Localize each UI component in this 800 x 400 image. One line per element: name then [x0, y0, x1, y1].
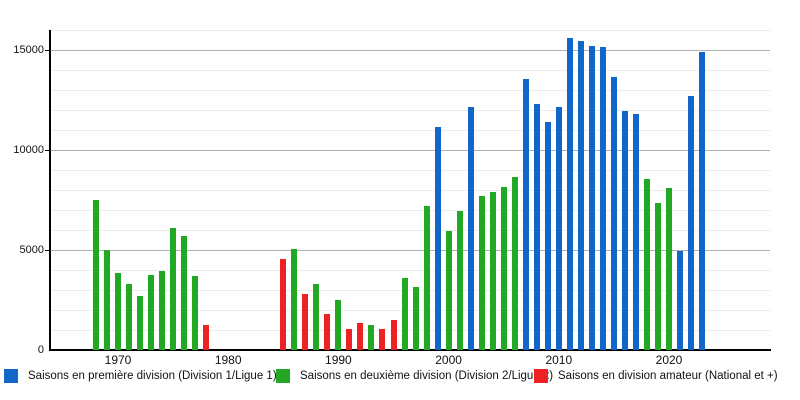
- x-tick-label: 1990: [325, 353, 352, 367]
- gridline: [50, 229, 770, 231]
- bar-2013: [589, 46, 595, 350]
- legend-label-amateur: Saisons en division amateur (National et…: [558, 370, 778, 382]
- gridline: [50, 69, 770, 71]
- bar-1987: [302, 294, 308, 350]
- gridline: [50, 269, 770, 271]
- bar-2007: [523, 79, 529, 350]
- bar-2003: [479, 196, 485, 350]
- bar-2021: [677, 251, 683, 350]
- bar-2010: [556, 107, 562, 350]
- x-tick-label: 2020: [655, 353, 683, 367]
- bar-1995: [391, 320, 397, 350]
- bar-1978: [203, 325, 209, 350]
- gridline: [50, 189, 770, 191]
- bar-1994: [379, 329, 385, 350]
- bar-2015: [611, 77, 617, 350]
- gridline: [50, 309, 770, 311]
- y-tick-label: 15000: [13, 43, 44, 56]
- bar-2017: [633, 114, 639, 350]
- bar-1974: [159, 271, 165, 350]
- bar-1992: [357, 323, 363, 350]
- bar-1972: [137, 296, 143, 350]
- bar-1996: [402, 278, 408, 350]
- x-tick-label: 1970: [104, 353, 132, 367]
- bar-2020: [666, 188, 672, 350]
- bar-1968: [93, 200, 99, 350]
- y-tick-mark: [45, 149, 50, 151]
- gridline: [50, 209, 770, 211]
- bar-1997: [413, 287, 419, 350]
- bar-2023: [699, 52, 705, 350]
- gridline: [50, 89, 770, 91]
- bar-1991: [346, 329, 352, 350]
- gridline: [50, 109, 770, 111]
- bar-1976: [181, 236, 187, 350]
- x-tick-label: 2010: [545, 353, 573, 367]
- bar-1989: [324, 314, 330, 350]
- y-tick-label: 5000: [19, 243, 44, 256]
- bar-1971: [126, 284, 132, 350]
- gridline: [50, 49, 770, 51]
- x-axis-line: [49, 349, 771, 351]
- gridline: [50, 329, 770, 331]
- bar-1986: [291, 249, 297, 350]
- bar-2009: [545, 122, 551, 350]
- legend-swatch-division1-icon: [4, 369, 18, 383]
- gridline: [50, 129, 770, 131]
- y-tick-mark: [45, 249, 50, 251]
- bar-1985: [280, 259, 286, 350]
- y-tick-label: 10000: [13, 143, 44, 156]
- bar-2011: [567, 38, 573, 350]
- y-tick-label: 0: [37, 343, 44, 356]
- bar-1993: [368, 325, 374, 350]
- bar-2014: [600, 47, 606, 350]
- bar-2012: [578, 41, 584, 350]
- legend-swatch-amateur-icon: [534, 369, 548, 383]
- gridline: [50, 249, 770, 251]
- bar-1975: [170, 228, 176, 350]
- bar-2006: [512, 177, 518, 350]
- bar-1977: [192, 276, 198, 350]
- bar-1988: [313, 284, 319, 350]
- bar-2008: [534, 104, 540, 350]
- bar-2016: [622, 111, 628, 350]
- bar-1990: [335, 300, 341, 350]
- bar-2022: [688, 96, 694, 350]
- legend-label-division1: Saisons en première division (Division 1…: [28, 370, 277, 382]
- x-tick-label: 2000: [435, 353, 462, 367]
- legend-label-division2: Saisons en deuxième division (Division 2…: [300, 370, 554, 382]
- bar-2001: [457, 211, 463, 350]
- bar-1999: [435, 127, 441, 350]
- bar-2004: [490, 192, 496, 350]
- x-tick-label: 1980: [214, 353, 242, 367]
- gridline: [50, 289, 770, 291]
- bar-1998: [424, 206, 430, 350]
- bar-1970: [115, 273, 121, 350]
- legend-swatch-division2-icon: [276, 369, 290, 383]
- bar-2002: [468, 107, 474, 350]
- gridline: [50, 29, 770, 31]
- bar-1969: [104, 250, 110, 350]
- y-axis-line: [49, 30, 51, 350]
- gridline: [50, 149, 770, 151]
- bar-2000: [446, 231, 452, 350]
- bar-2005: [501, 187, 507, 350]
- bar-1973: [148, 275, 154, 350]
- gridline: [50, 169, 770, 171]
- bar-2019: [655, 203, 661, 350]
- bar-2018: [644, 179, 650, 350]
- y-tick-mark: [45, 49, 50, 51]
